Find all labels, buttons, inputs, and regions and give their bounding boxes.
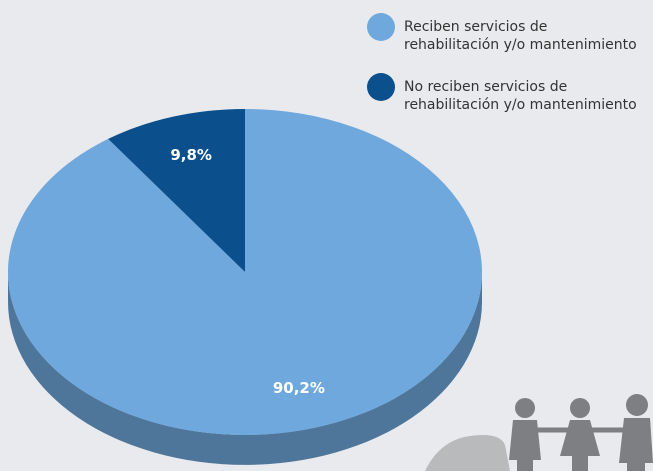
legend-item: Reciben servicios de rehabilitación y/o …: [367, 13, 644, 54]
legend-swatch: [367, 13, 395, 41]
value-label: 90,2%: [273, 379, 325, 397]
value-label: 9,8%: [170, 146, 212, 164]
slice-side: [8, 272, 482, 465]
legend-label: No reciben servicios de rehabilitación y…: [404, 79, 637, 113]
slice: [108, 109, 246, 272]
illustration: [425, 394, 653, 471]
legend-label: Reciben servicios de rehabilitación y/o …: [404, 19, 637, 53]
legend-swatch: [367, 73, 395, 101]
legend-item: No reciben servicios de rehabilitación y…: [367, 73, 644, 114]
